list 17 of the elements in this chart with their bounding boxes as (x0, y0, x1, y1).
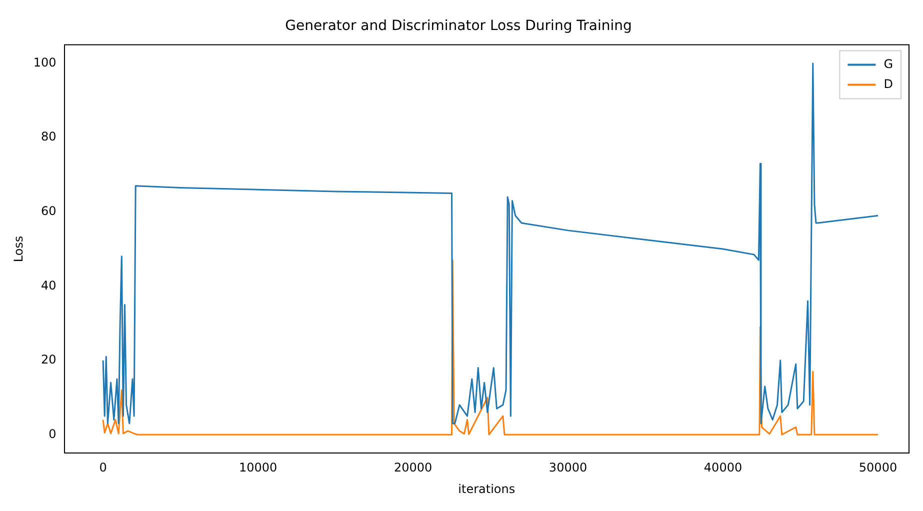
x-tick-label: 0 (99, 460, 107, 475)
x-tick-label: 30000 (548, 460, 588, 475)
x-tick-label: 50000 (858, 460, 898, 475)
y-tick-label: 80 (41, 130, 56, 144)
y-tick-label: 0 (48, 426, 56, 441)
x-tick-label: 40000 (704, 460, 742, 475)
x-axis-title: iterations (458, 482, 516, 496)
legend-label: D (884, 76, 893, 91)
x-tick-label: 10000 (238, 460, 278, 475)
y-tick-label: 60 (41, 204, 56, 218)
chart-title: Generator and Discriminator Loss During Training (285, 18, 632, 34)
y-tick-label: 20 (41, 352, 56, 367)
y-axis-title: Loss (11, 236, 26, 262)
legend-label: G (884, 56, 894, 71)
x-tick-label: 20000 (394, 460, 432, 475)
y-tick-label: 100 (33, 55, 56, 70)
y-tick-label: 40 (41, 278, 56, 292)
